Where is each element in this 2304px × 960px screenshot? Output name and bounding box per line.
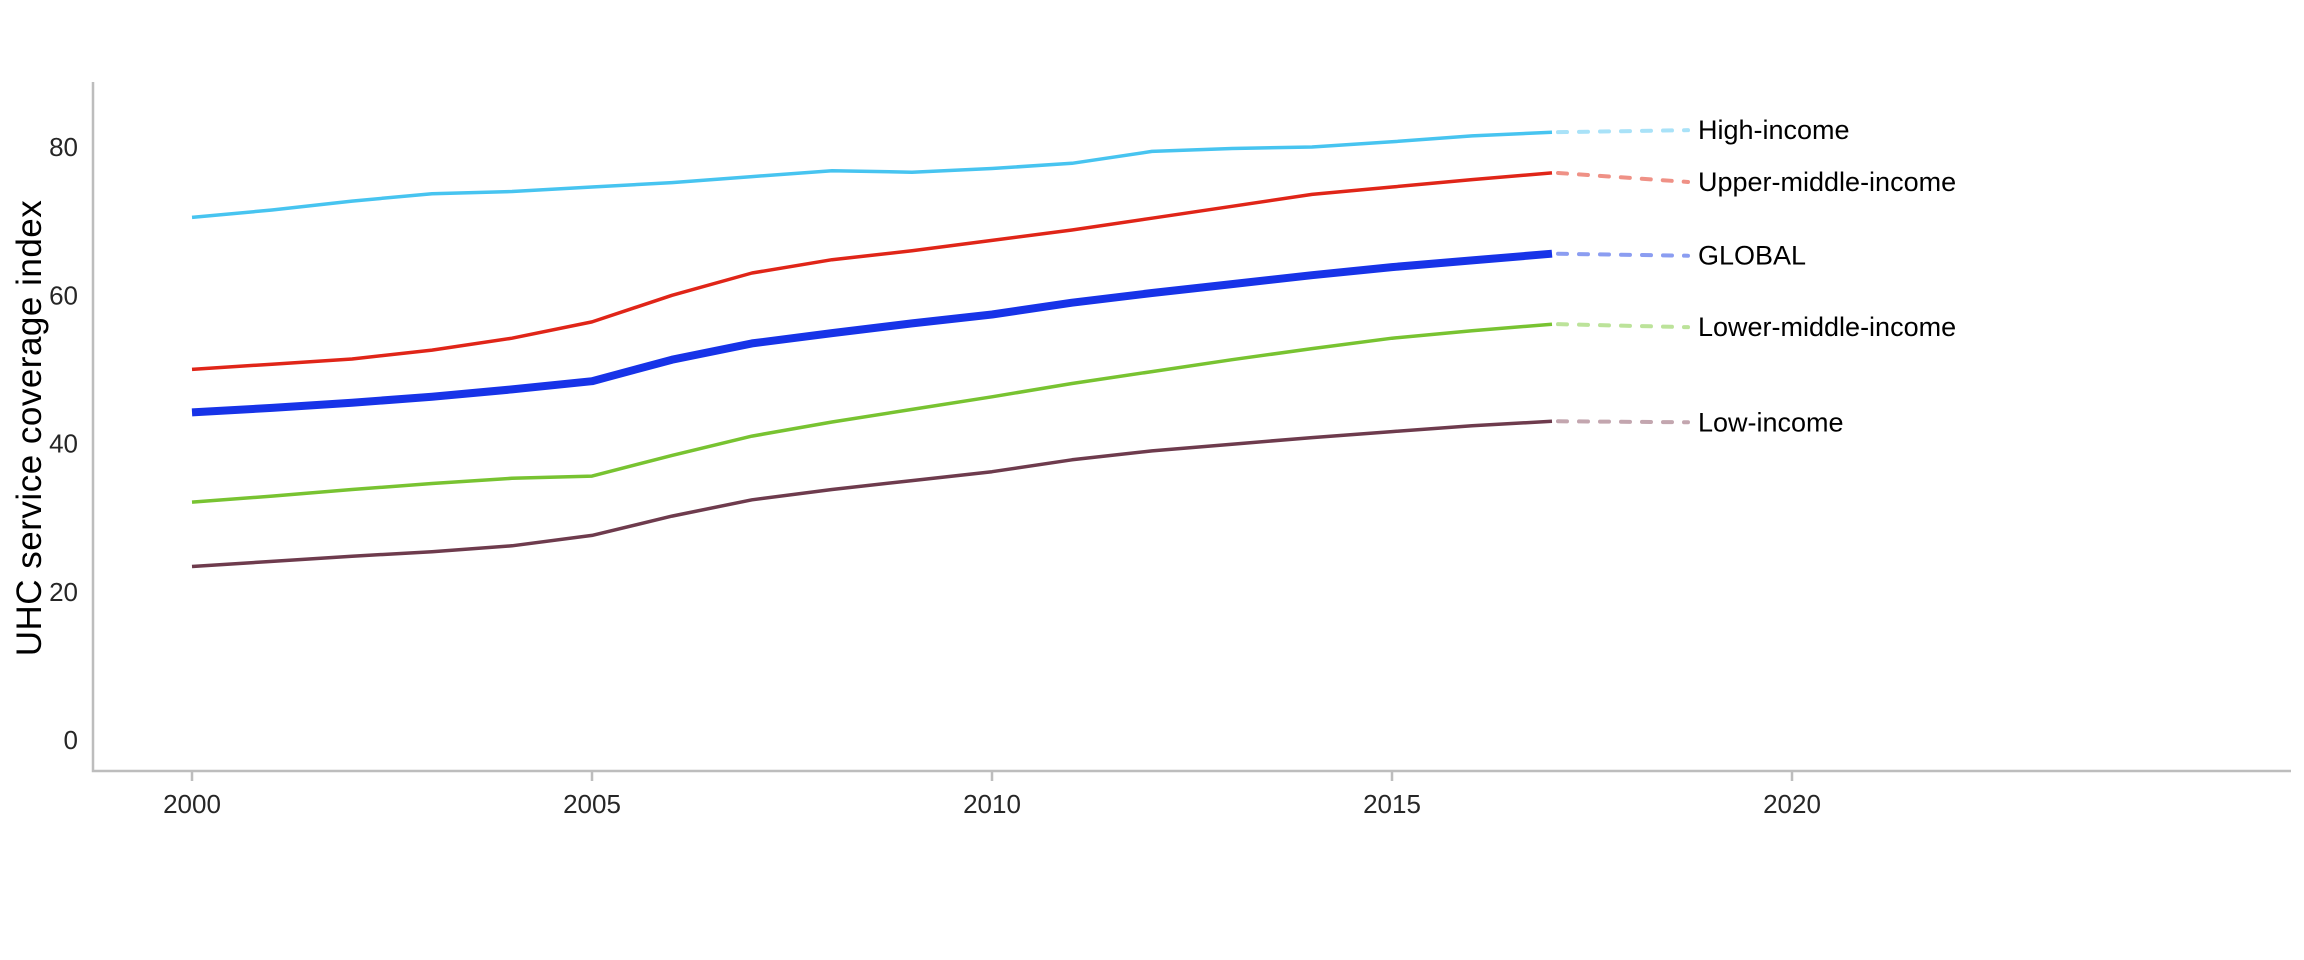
series-label-global: GLOBAL [1698, 241, 1806, 271]
x-tick-label: 2010 [963, 789, 1021, 819]
series-label-high-income: High-income [1698, 115, 1850, 145]
series-label-upper-middle-income: Upper-middle-income [1698, 167, 1956, 197]
leader-line-global [1556, 251, 1690, 258]
series-line-lower-middle-income [191, 322, 1553, 504]
series-label-lower-middle-income: Lower-middle-income [1698, 312, 1956, 342]
leader-line-high-income [1556, 128, 1690, 135]
leader-line-lower-middle-income [1556, 322, 1690, 330]
y-axis-title: UHC service coverage index [10, 199, 49, 657]
y-tick-label: 80 [49, 132, 78, 162]
leader-line-upper-middle-income [1556, 170, 1690, 184]
series-line-high-income [191, 130, 1553, 220]
y-tick-label: 0 [64, 725, 78, 755]
x-tick-label: 2005 [563, 789, 621, 819]
series-line-global [191, 249, 1553, 417]
series-line-upper-middle-income [191, 171, 1553, 372]
y-tick-label: 20 [49, 577, 78, 607]
leader-line-low-income [1556, 419, 1690, 425]
axis-lines [91, 82, 2291, 773]
x-tick-label: 2015 [1363, 789, 1421, 819]
x-tick-label: 2020 [1763, 789, 1821, 819]
series-line-low-income [191, 419, 1553, 569]
x-tick-label: 2000 [163, 789, 221, 819]
y-tick-label: 40 [49, 429, 78, 459]
y-tick-label: 60 [49, 280, 78, 310]
series-label-low-income: Low-income [1698, 407, 1844, 437]
